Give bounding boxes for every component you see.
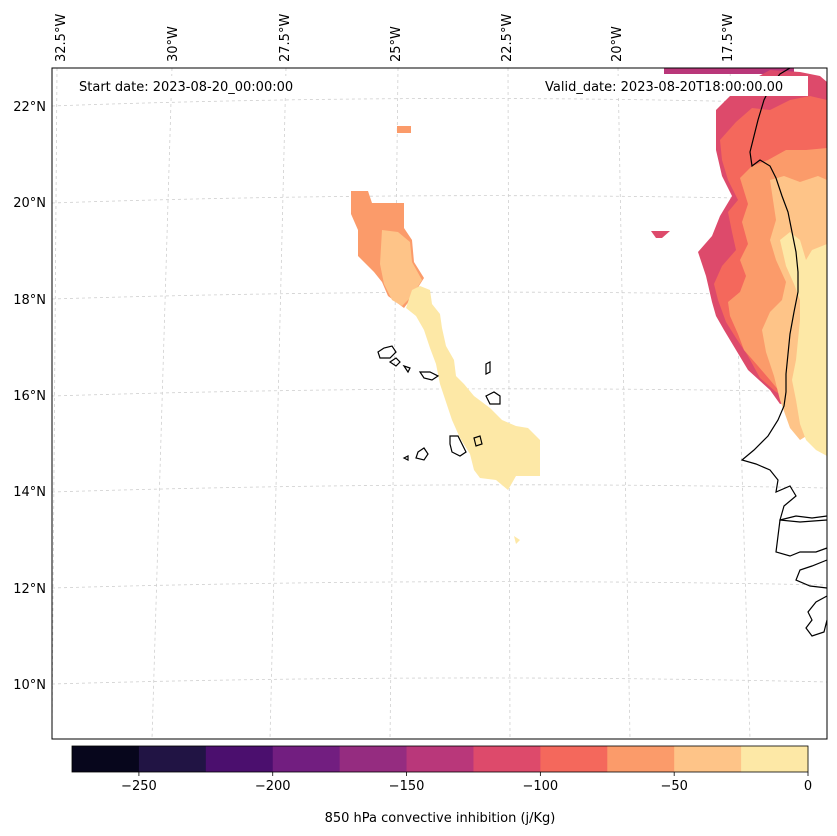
island-boa-vista [485,391,501,405]
colorbar-segment [339,746,408,772]
colorbar-tick-label: −250 [121,779,157,794]
coastlines [377,67,828,637]
lon-label: 22.5°W [500,14,515,62]
island-fogo [415,447,429,461]
colorbar-segment [473,746,541,772]
lat-label: 18°N [13,293,46,308]
latitude-labels: 22°N 20°N 18°N 16°N 14°N 12°N 10°N [13,100,46,693]
colorbar-tick-label: −50 [660,779,687,794]
africa-coastline [740,67,828,637]
island-sal [485,361,491,375]
colorbar-tick-label: −200 [255,779,291,794]
cin-patch-small [397,126,411,133]
cin-coast-pale [780,232,827,456]
colorbar-segment [540,746,608,772]
colorbar: −250 −200 −150 −100 −50 0 [71,745,812,794]
lon-label: 30°W [166,26,181,62]
island-santa-luzia [402,364,411,374]
longitude-labels: 32.5°W 30°W 27.5°W 25°W 22.5°W 20°W 17.5… [54,14,736,62]
graticule [51,67,828,740]
colorbar-segment [138,746,207,772]
lat-label: 14°N [13,485,46,500]
lon-label: 27.5°W [278,14,293,62]
lat-label: 20°N [13,196,46,211]
lon-label: 20°W [610,26,625,62]
cin-patch-red [651,231,670,238]
lon-label: 32.5°W [54,14,69,62]
lat-label: 10°N [13,678,46,693]
lat-label: 16°N [13,389,46,404]
cin-band-light-offshore [380,230,422,306]
colorbar-tick-label: 0 [804,779,812,794]
colorbar-segment [607,746,675,772]
cin-patch-dot [514,536,520,544]
lat-label: 22°N [13,100,46,115]
colorbar-tick-label: −100 [523,779,559,794]
island-brava [402,455,409,461]
cin-contours [351,68,827,544]
island-sao-vicente [388,357,401,367]
island-sao-nicolau [418,371,440,381]
colorbar-segment [272,746,341,772]
cin-coast-magenta [664,68,794,74]
lat-label: 12°N [13,582,46,597]
island-maio [473,435,483,447]
valid-date-box [540,76,808,96]
colorbar-segment [406,746,474,772]
colorbar-segment [72,746,140,772]
lon-label: 17.5°W [721,14,736,62]
start-date-label: Start date: 2023-08-20_00:00:00 [79,80,293,95]
colorbar-tick-label: −150 [389,779,425,794]
island-santo-antao [377,345,397,359]
island-santiago [449,435,467,457]
map-panel [52,68,827,739]
cin-band-pale-offshore [406,286,540,490]
map-frame [51,67,828,740]
start-date-box [73,76,313,96]
lon-label: 25°W [389,26,404,62]
valid-date-label: Valid_date: 2023-08-20T18:00:00.00 [545,80,783,95]
colorbar-segment [674,746,742,772]
colorbar-frame [71,745,809,773]
colorbar-segment [205,746,274,772]
colorbar-label: 850 hPa convective inhibition (j/Kg) [325,811,556,826]
colorbar-segment [741,746,809,772]
